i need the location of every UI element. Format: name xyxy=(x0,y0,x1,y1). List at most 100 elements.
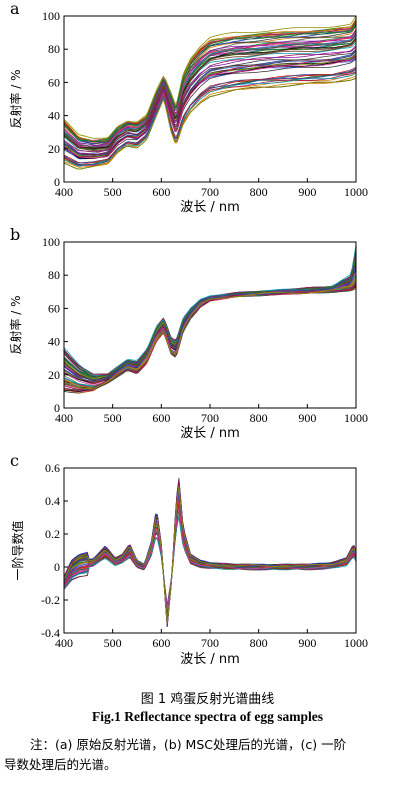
spectrum-line xyxy=(64,24,356,144)
y-axis-label: 反射率 / % xyxy=(8,295,23,354)
spectrum-line xyxy=(64,267,356,383)
y-tick-label: 80 xyxy=(48,42,60,56)
spectrum-line xyxy=(64,246,356,375)
x-tick-label: 700 xyxy=(201,185,219,199)
spectrum-line xyxy=(64,258,356,380)
spectrum-line xyxy=(64,255,356,379)
x-tick-label: 900 xyxy=(298,636,316,650)
x-axis-label: 波长 / nm xyxy=(180,652,240,667)
spectrum-line xyxy=(64,77,356,170)
spectrum-line xyxy=(64,248,356,377)
spectra-curves xyxy=(64,244,356,394)
panel-letter: c xyxy=(10,451,19,470)
y-tick-label: 80 xyxy=(48,268,60,282)
spectrum-line xyxy=(64,277,356,389)
spectrum-line xyxy=(64,278,356,389)
y-tick-label: 0.4 xyxy=(45,494,60,508)
x-tick-label: 400 xyxy=(55,636,73,650)
panel-b-msc-spectra: b 400 500 600 700 800 900 1000 0 20 40 60 80 100 波长 / … xyxy=(8,225,368,441)
y-tick-label: 0.2 xyxy=(45,527,60,541)
x-tick-label: 600 xyxy=(152,185,170,199)
spectrum-line xyxy=(64,262,356,382)
spectrum-line xyxy=(64,264,356,384)
figure-note: 注：(a) 原始反射光谱，(b) MSC处理后的光谱，(c) 一阶 导数处理后的… xyxy=(4,735,402,775)
spectrum-line xyxy=(64,246,356,375)
y-tick-label: 0.6 xyxy=(45,461,60,475)
y-tick-label: 0 xyxy=(54,401,60,415)
spectrum-line xyxy=(64,279,356,390)
spectrum-line xyxy=(64,20,356,143)
y-tick-label: 100 xyxy=(42,235,60,249)
spectrum-line xyxy=(64,244,356,377)
y-tick-label: 20 xyxy=(48,142,60,156)
spectrum-line xyxy=(64,486,356,624)
y-tick-label: 40 xyxy=(48,335,60,349)
spectrum-line xyxy=(64,259,356,382)
spectrum-line xyxy=(64,31,356,148)
spectra-curves xyxy=(64,477,356,627)
spectrum-line xyxy=(64,256,356,381)
panel-letter: a xyxy=(10,0,20,18)
spectrum-line xyxy=(64,258,356,381)
x-tick-label: 600 xyxy=(152,411,170,425)
y-tick-label: 0 xyxy=(54,560,60,574)
x-tick-label: 500 xyxy=(104,636,122,650)
spectrum-line xyxy=(64,58,356,159)
spectrum-line xyxy=(64,251,356,377)
spectrum-line xyxy=(64,249,356,378)
x-tick-label: 900 xyxy=(298,411,316,425)
spectrum-line xyxy=(64,260,356,381)
x-tick-label: 600 xyxy=(152,636,170,650)
spectrum-line xyxy=(64,277,356,389)
spectrum-line xyxy=(64,278,356,389)
y-tick-label: 20 xyxy=(48,368,60,382)
panel-a-raw-reflectance: a 400 500 600 700 800 900 1000 0 20 40 60 80 100 波长 / … xyxy=(8,0,368,215)
spectrum-line xyxy=(64,259,356,382)
spectrum-line xyxy=(64,69,356,166)
spectra-curves xyxy=(64,16,356,170)
spectrum-line xyxy=(64,254,356,378)
spectrum-line xyxy=(64,510,356,609)
spectrum-line xyxy=(64,34,356,148)
spectrum-line xyxy=(64,255,356,380)
figure-caption-cn: 图 1 鸡蛋反射光谱曲线 xyxy=(140,692,275,707)
spectrum-line xyxy=(64,254,356,380)
spectrum-line xyxy=(64,256,356,379)
spectrum-line xyxy=(64,263,356,384)
spectrum-line xyxy=(64,509,356,610)
y-axis-label: 反射率 / % xyxy=(8,69,23,128)
spectrum-line xyxy=(64,255,356,381)
panel-letter: b xyxy=(10,225,20,244)
spectrum-line xyxy=(64,507,356,611)
spectrum-line xyxy=(64,516,356,606)
x-axis-label: 波长 / nm xyxy=(180,200,240,215)
spectrum-line xyxy=(64,55,356,158)
spectrum-line xyxy=(64,69,356,166)
spectrum-line xyxy=(64,254,356,380)
spectrum-line xyxy=(64,38,356,150)
x-tick-label: 1000 xyxy=(344,411,368,425)
spectrum-line xyxy=(64,40,356,152)
spectrum-line xyxy=(64,266,356,384)
spectrum-line xyxy=(64,51,356,156)
spectrum-line xyxy=(64,21,356,143)
spectrum-line xyxy=(64,253,356,378)
y-tick-label: 40 xyxy=(48,109,60,123)
spectrum-line xyxy=(64,22,356,143)
spectrum-line xyxy=(64,250,356,379)
y-tick-label: -0.4 xyxy=(41,626,60,640)
x-tick-label: 1000 xyxy=(344,185,368,199)
spectrum-line xyxy=(64,16,356,139)
spectrum-line xyxy=(64,49,356,156)
spectrum-line xyxy=(64,55,356,159)
spectrum-line xyxy=(64,266,356,383)
y-tick-label: 60 xyxy=(48,301,60,315)
figure-note-line1: 注：(a) 原始反射光谱，(b) MSC处理后的光谱，(c) 一阶 xyxy=(30,737,347,752)
y-tick-label: 60 xyxy=(48,75,60,89)
spectrum-line xyxy=(64,249,356,378)
x-tick-label: 800 xyxy=(250,636,268,650)
spectrum-line xyxy=(64,247,356,376)
x-tick-label: 900 xyxy=(298,185,316,199)
spectrum-line xyxy=(64,263,356,382)
